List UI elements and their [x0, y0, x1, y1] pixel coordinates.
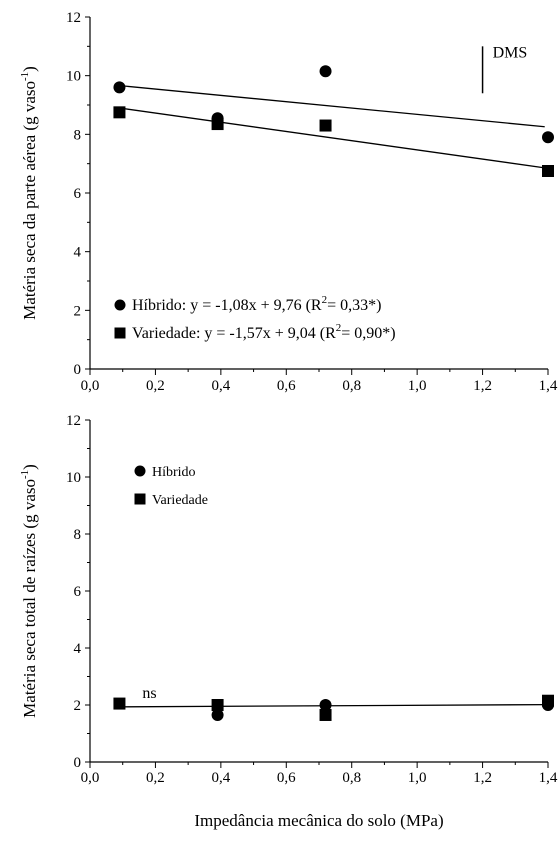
legend-marker-0: [134, 465, 146, 477]
chart-root-dry-matter: 0 2 4 6 8 10 12 0,0 0,2 0,4 0,6 0,8 1,0 1,2 1,4 Matéria…: [19, 413, 558, 830]
y-tick-label: 4: [74, 641, 82, 657]
y-axis-title: Matéria seca da parte aérea (g vaso-1): [19, 66, 39, 320]
y-axis-title-main: Matéria seca total de raízes (g vaso: [20, 479, 39, 718]
fit-line-0: [119, 84, 545, 128]
data-point-1: [113, 697, 126, 710]
y-axis-title-main: Matéria seca da parte aérea (g vaso: [20, 81, 39, 320]
legend-entry-0: Híbrido: [152, 465, 196, 480]
x-tick-label: 0,6: [277, 770, 296, 786]
dms-label: DMS: [493, 44, 528, 61]
data-point-1: [211, 118, 224, 131]
legend-marker-0: [114, 299, 126, 311]
legend-marker-1: [114, 327, 126, 339]
fit-line-1: [119, 107, 545, 169]
legend-sup: 2: [336, 322, 342, 334]
data-point-1: [542, 165, 554, 177]
y-tick-label: 6: [74, 584, 82, 600]
y-tick-label: 12: [66, 413, 81, 429]
y-tick-label: 8: [74, 527, 82, 543]
x-tick-label: 0,2: [146, 378, 165, 394]
data-point-1: [542, 694, 554, 707]
x-tick-label: 1,2: [473, 378, 492, 394]
data-point-1: [319, 119, 332, 132]
x-tick-label: 0,2: [146, 770, 165, 786]
data-point-0: [319, 65, 332, 78]
chart-shoot-dry-matter: 0 2 4 6 8 10 12 0,0 0,2 0,4 0,6 0,8 1,0 1,2 1,4 Matéria…: [19, 10, 558, 394]
x-tick-label: 0,8: [342, 770, 361, 786]
x-tick-label: 1,0: [408, 378, 427, 394]
legend-sup: 2: [322, 294, 328, 306]
y-tick-label: 10: [66, 69, 81, 85]
legend-text: Variedade: y = -1,57x + 9,04 (R: [132, 325, 336, 342]
data-point-1: [319, 708, 332, 721]
data-point-0: [542, 131, 554, 144]
x-tick-label: 1,4: [539, 378, 558, 394]
x-tick-label: 1,4: [539, 770, 558, 786]
legend-text: Variedade: [152, 493, 208, 508]
legend-text: Híbrido: y = -1,08x + 9,76 (R: [132, 297, 322, 314]
y-axis-title-end: ): [20, 66, 39, 72]
y-axis-title: Matéria seca total de raízes (g vaso-1): [19, 464, 39, 718]
y-tick-label: 12: [66, 10, 81, 26]
y-tick-label: 0: [74, 755, 82, 771]
x-tick-label: 0,0: [81, 770, 100, 786]
y-tick-label: 8: [74, 127, 82, 143]
x-tick-label: 1,2: [473, 770, 492, 786]
x-tick-label: 0,4: [211, 378, 230, 394]
y-axis-title-sup: -1: [19, 72, 31, 81]
legend-entry-1: Variedade: y = -1,57x + 9,04 (R2= 0,90*): [132, 322, 396, 342]
ns-label: ns: [142, 685, 156, 702]
x-tick-label: 0,0: [81, 378, 100, 394]
data-point-0: [319, 699, 332, 711]
data-point-1: [211, 699, 224, 711]
fit-line-common: [119, 703, 549, 708]
y-axis-title-end: ): [20, 464, 39, 470]
y-tick-label: 4: [74, 245, 82, 261]
data-point-1: [113, 106, 126, 119]
legend-end: = 0,90*): [341, 325, 395, 342]
legend-text: Híbrido: [152, 465, 196, 480]
y-tick-label: 0: [74, 362, 82, 378]
y-axis-title-sup: -1: [19, 470, 31, 479]
y-tick-label: 6: [74, 186, 82, 202]
legend-end: = 0,33*): [327, 297, 381, 314]
x-tick-label: 0,8: [342, 378, 361, 394]
x-tick-label: 0,4: [211, 770, 230, 786]
data-point-0: [211, 708, 224, 721]
y-tick-label: 2: [74, 303, 82, 319]
legend-entry-0: Híbrido: y = -1,08x + 9,76 (R2= 0,33*): [132, 294, 381, 314]
x-axis-title: Impedância mecânica do solo (MPa): [194, 811, 443, 830]
legend-entry-1: Variedade: [152, 493, 208, 508]
legend-marker-1: [134, 493, 146, 505]
x-tick-label: 0,6: [277, 378, 296, 394]
data-point-0: [113, 81, 126, 94]
x-tick-label: 1,0: [408, 770, 427, 786]
y-tick-label: 2: [74, 698, 82, 714]
y-tick-label: 10: [66, 470, 81, 486]
